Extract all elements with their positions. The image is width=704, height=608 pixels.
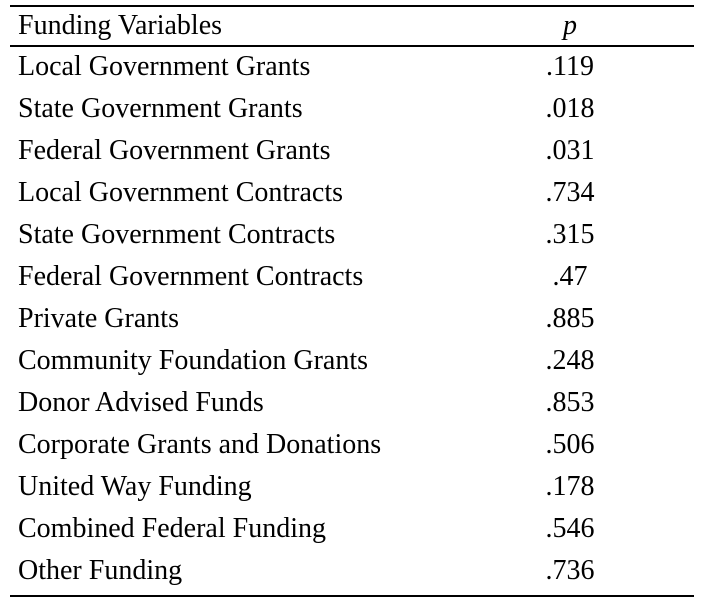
row-p-value: .734 [545, 177, 595, 208]
row-p-value: .47 [552, 261, 588, 292]
row-variable: United Way Funding [18, 471, 252, 502]
table-header-rule [10, 45, 694, 47]
row-p-value: .736 [545, 555, 595, 586]
header-funding-variables: Funding Variables [18, 10, 223, 41]
table-row: Other Funding .736 [10, 552, 694, 594]
table-row: Federal Government Grants .031 [10, 132, 694, 174]
row-p-value: .315 [545, 219, 595, 250]
header-p-value: p [563, 10, 577, 41]
row-p-value: .119 [546, 51, 594, 82]
row-p-value: .031 [545, 135, 595, 166]
table-row: Donor Advised Funds .853 [10, 384, 694, 426]
table-body: Local Government Grants .119 State Gover… [10, 48, 694, 594]
row-variable: State Government Grants [18, 93, 303, 124]
table-row: State Government Grants .018 [10, 90, 694, 132]
row-p-value: .853 [545, 387, 595, 418]
table-row: Corporate Grants and Donations .506 [10, 426, 694, 468]
row-p-value: .506 [545, 429, 595, 460]
row-variable: Local Government Contracts [18, 177, 344, 208]
table-row: United Way Funding .178 [10, 468, 694, 510]
row-variable: Other Funding [18, 555, 183, 586]
table-row: State Government Contracts .315 [10, 216, 694, 258]
row-p-value: .885 [545, 303, 595, 334]
row-variable: Donor Advised Funds [18, 387, 264, 418]
row-variable: Federal Government Contracts [18, 261, 364, 292]
table-header-row: Funding Variables p [10, 7, 694, 45]
row-p-value: .546 [545, 513, 595, 544]
row-variable: Corporate Grants and Donations [18, 429, 382, 460]
row-p-value: .248 [545, 345, 595, 376]
table-row: Private Grants .885 [10, 300, 694, 342]
table-row: Local Government Contracts .734 [10, 174, 694, 216]
row-variable: State Government Contracts [18, 219, 336, 250]
row-variable: Private Grants [18, 303, 179, 334]
table-row: Community Foundation Grants .248 [10, 342, 694, 384]
table-row: Local Government Grants .119 [10, 48, 694, 90]
row-variable: Community Foundation Grants [18, 345, 368, 376]
row-variable: Local Government Grants [18, 51, 311, 82]
row-p-value: .018 [545, 93, 595, 124]
table-top-rule [10, 5, 694, 7]
row-variable: Combined Federal Funding [18, 513, 326, 544]
table-row: Combined Federal Funding .546 [10, 510, 694, 552]
row-p-value: .178 [545, 471, 595, 502]
row-variable: Federal Government Grants [18, 135, 331, 166]
table-row: Federal Government Contracts .47 [10, 258, 694, 300]
table-bottom-rule [10, 595, 694, 597]
